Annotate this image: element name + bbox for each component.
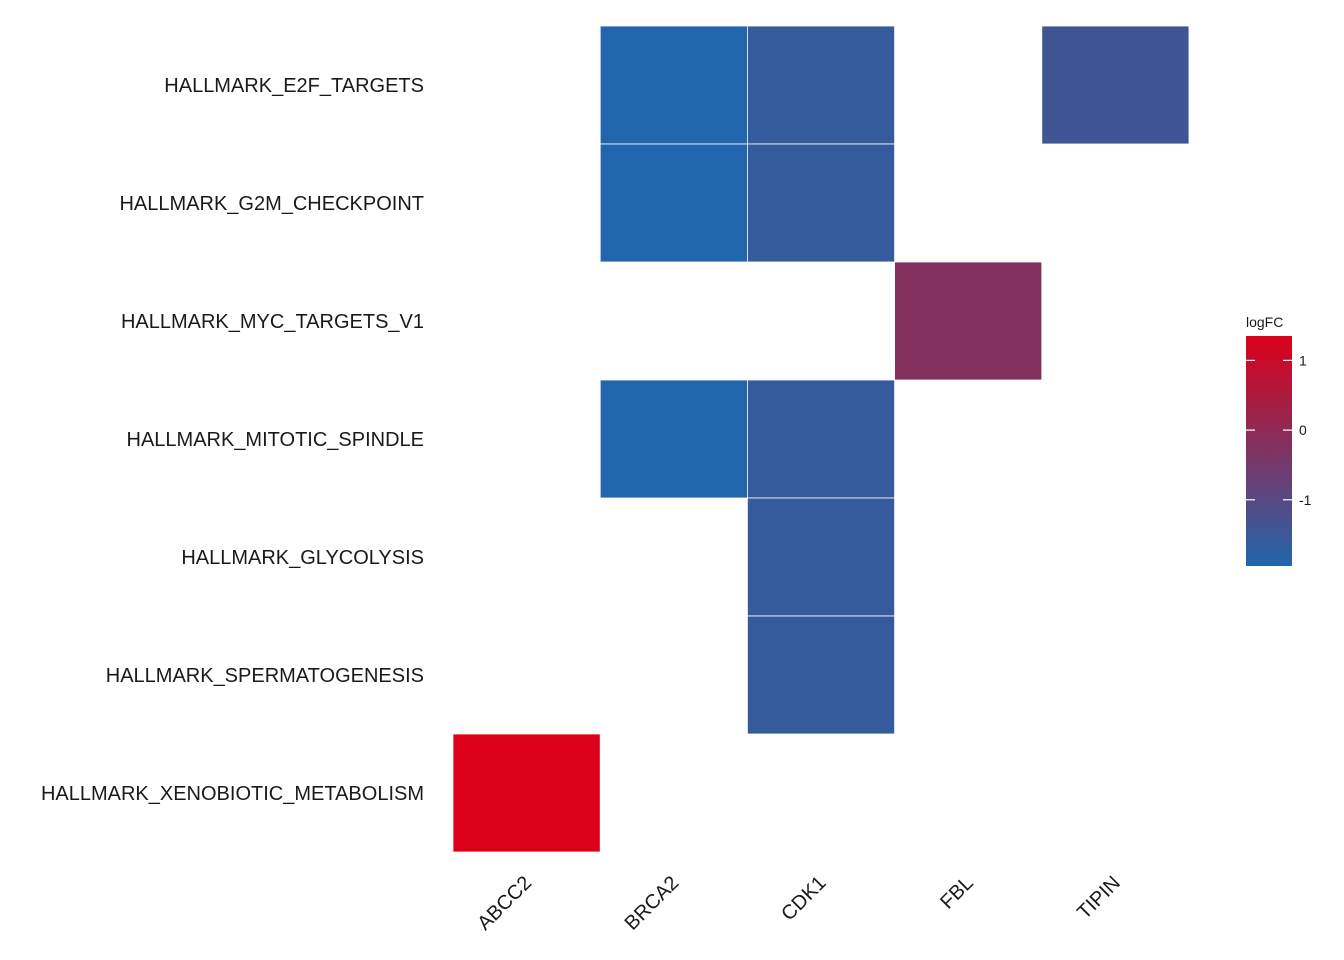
column-labels: ABCC2 BRCA2 CDK1 FBL TIPIN [473, 872, 1125, 935]
column-label: ABCC2 [473, 872, 536, 935]
heatmap-cell-hallmark-g2m-checkpoint-brca2 [599, 143, 748, 263]
heatmap-cells [452, 25, 1190, 853]
row-label: HALLMARK_MITOTIC_SPINDLE [127, 429, 425, 451]
legend-tick-label: 1 [1299, 352, 1307, 368]
heatmap-cell-hallmark-spermatogenesis-cdk1 [747, 615, 896, 735]
heatmap-cell-hallmark-e2f-targets-brca2 [599, 25, 748, 145]
heatmap-cell-hallmark-mitotic-spindle-cdk1 [747, 379, 896, 499]
row-label: HALLMARK_G2M_CHECKPOINT [119, 193, 424, 215]
column-label: FBL [936, 872, 977, 913]
legend-tick-label: -1 [1299, 492, 1312, 508]
row-label: HALLMARK_MYC_TARGETS_V1 [121, 311, 424, 333]
heatmap-cell-hallmark-e2f-targets-cdk1 [747, 25, 896, 145]
column-label: BRCA2 [621, 872, 684, 935]
heatmap-cell-hallmark-e2f-targets-tipin [1041, 25, 1190, 145]
legend-tick-label: 0 [1299, 422, 1307, 438]
heatmap-cell-hallmark-glycolysis-cdk1 [747, 497, 896, 617]
row-labels: HALLMARK_E2F_TARGETS HALLMARK_G2M_CHECKPO… [41, 75, 424, 805]
column-label: CDK1 [777, 872, 830, 925]
row-label: HALLMARK_GLYCOLYSIS [181, 547, 424, 569]
column-label: TIPIN [1073, 872, 1125, 924]
legend-colorbar [1246, 336, 1292, 566]
row-label: HALLMARK_E2F_TARGETS [164, 75, 424, 97]
heatmap-cell-hallmark-myc-targets-v1-fbl [894, 261, 1043, 381]
row-label: HALLMARK_XENOBIOTIC_METABOLISM [41, 783, 424, 805]
legend-title: logFC [1246, 314, 1283, 330]
heatmap-cell-hallmark-mitotic-spindle-brca2 [599, 379, 748, 499]
row-label: HALLMARK_SPERMATOGENESIS [106, 665, 424, 687]
heatmap-cell-hallmark-g2m-checkpoint-cdk1 [747, 143, 896, 263]
heatmap-cell-hallmark-xenobiotic-metabolism-abcc2 [452, 733, 601, 853]
color-legend: logFC 1 0 -1 [1246, 314, 1312, 566]
